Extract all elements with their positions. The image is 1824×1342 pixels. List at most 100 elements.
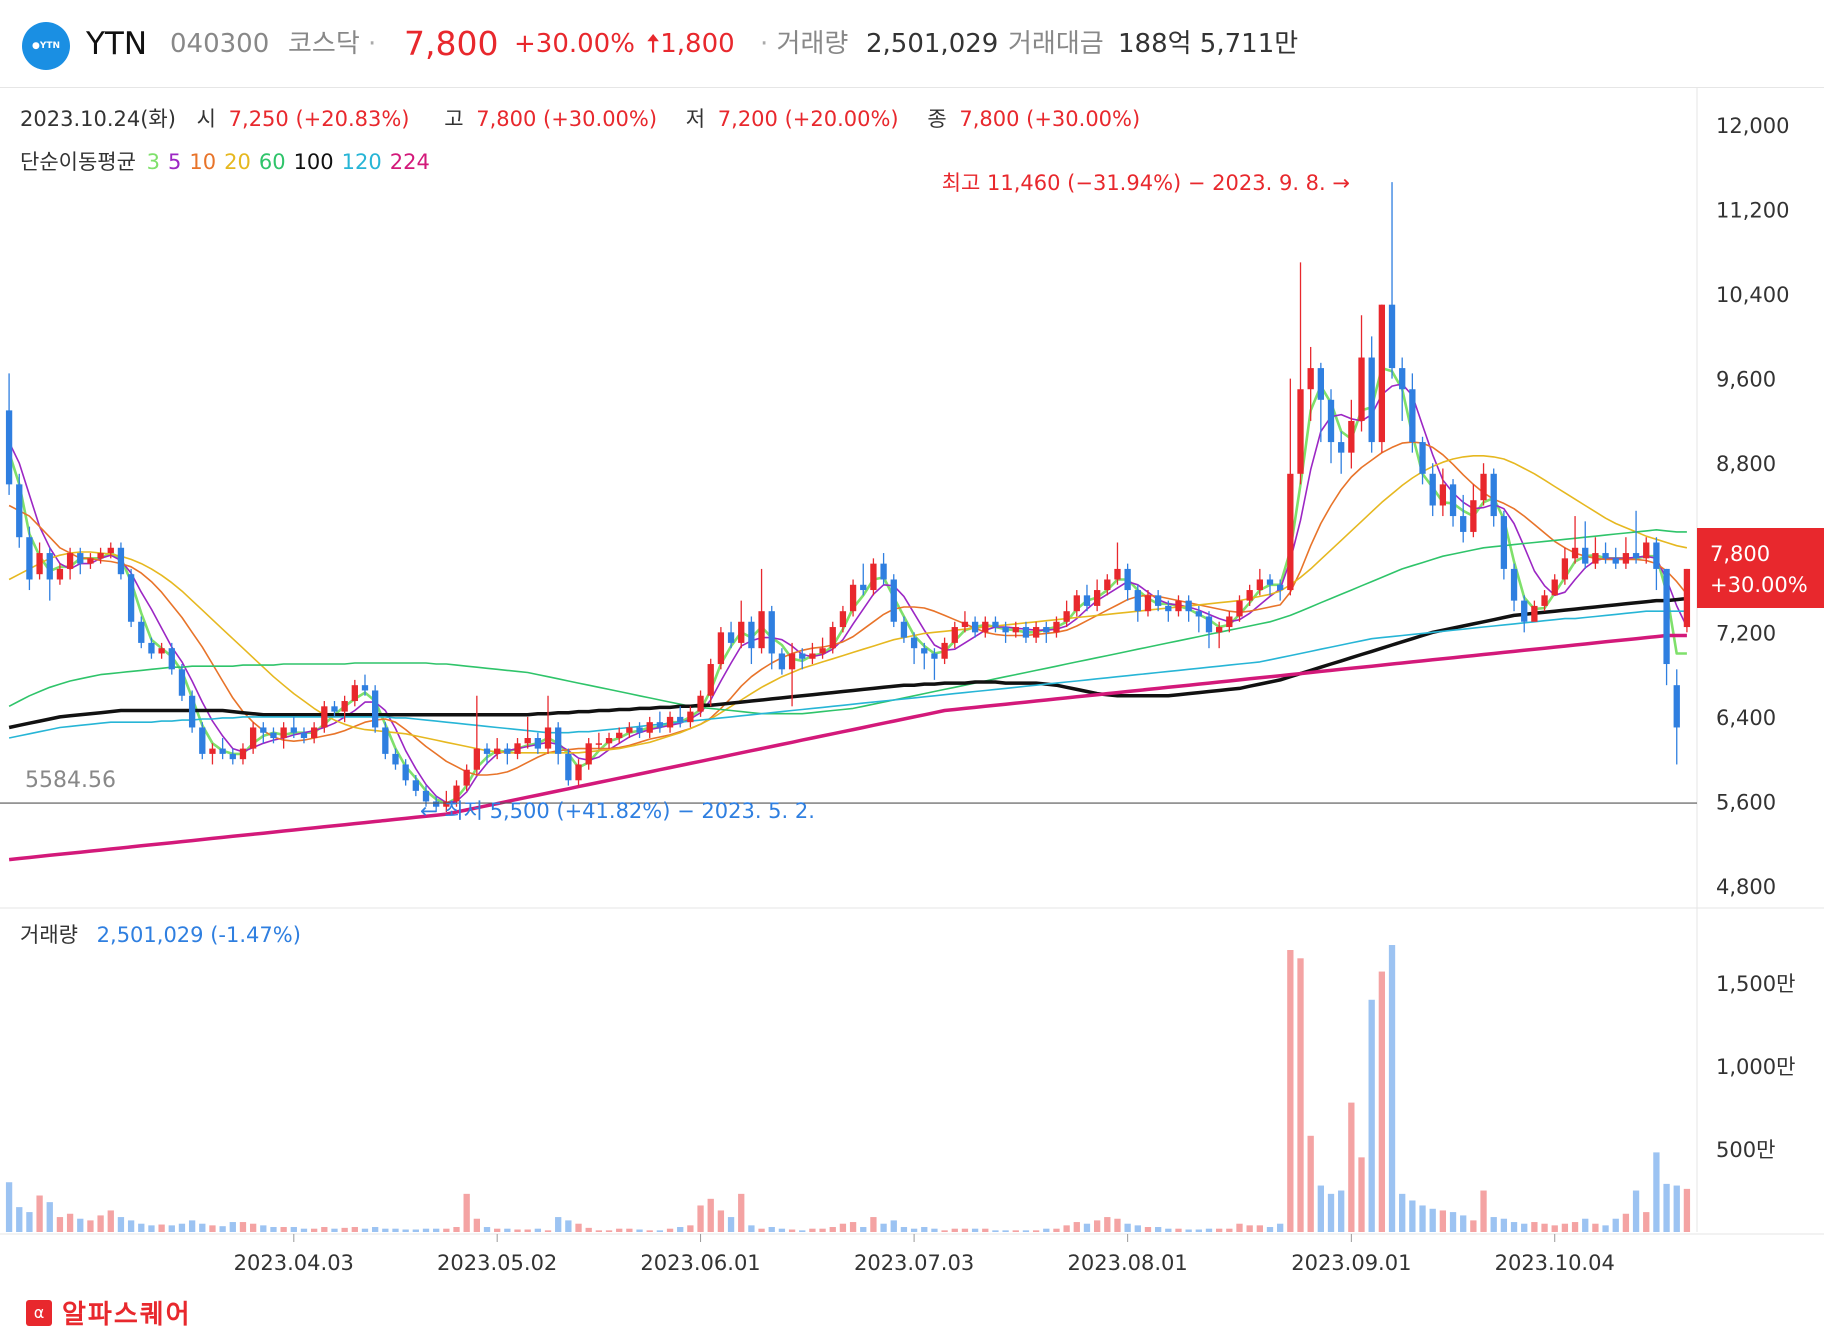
candle-body bbox=[931, 653, 938, 659]
ma-legend-224[interactable]: 224 bbox=[390, 150, 430, 174]
candle bbox=[1073, 590, 1080, 617]
candle-body bbox=[1185, 600, 1192, 612]
volume-bar bbox=[524, 1229, 531, 1232]
volume-bar bbox=[1083, 1223, 1091, 1232]
volume-bar bbox=[1632, 1190, 1640, 1232]
candle-body bbox=[26, 537, 33, 580]
volume-bar bbox=[758, 1228, 765, 1232]
candle-body bbox=[1216, 627, 1223, 633]
candle-body bbox=[453, 785, 460, 802]
candle bbox=[463, 764, 470, 791]
volume-bar bbox=[382, 1228, 389, 1232]
candle bbox=[1205, 611, 1213, 649]
price-chart[interactable]: 2023.10.24(화) 시 7,250 (+20.83%) 고 7,800 … bbox=[0, 0, 1824, 1280]
candle bbox=[1643, 537, 1650, 564]
ma-legend-20[interactable]: 20 bbox=[224, 150, 251, 174]
candle bbox=[1043, 621, 1050, 643]
candle bbox=[717, 627, 725, 670]
change-percent: +30.00% bbox=[514, 29, 635, 59]
candle bbox=[585, 738, 592, 770]
candle-body bbox=[1266, 579, 1274, 585]
candle-body bbox=[626, 727, 633, 733]
candle bbox=[514, 738, 521, 760]
volume-bar bbox=[1592, 1223, 1599, 1232]
candle-body bbox=[483, 748, 491, 754]
candle bbox=[5, 373, 13, 495]
volume-bar bbox=[361, 1228, 369, 1232]
candle-body bbox=[890, 579, 897, 622]
candle-body bbox=[1154, 595, 1162, 606]
ma-legend-100[interactable]: 100 bbox=[294, 150, 334, 174]
candle-body bbox=[555, 727, 562, 754]
candle-body bbox=[321, 706, 328, 728]
volume-bar bbox=[982, 1228, 989, 1232]
ma-legend-5[interactable]: 5 bbox=[168, 150, 181, 174]
candle-body bbox=[809, 653, 816, 659]
candle bbox=[748, 616, 755, 665]
candle-body bbox=[280, 727, 287, 739]
candle bbox=[1144, 590, 1152, 617]
candle-body bbox=[1368, 357, 1375, 443]
candle-body bbox=[1348, 420, 1355, 453]
candle-body bbox=[1256, 579, 1263, 591]
candle-body bbox=[565, 753, 572, 781]
candle-body bbox=[188, 695, 196, 728]
candle bbox=[1002, 621, 1009, 643]
volume-bar bbox=[921, 1227, 928, 1232]
candle bbox=[361, 674, 369, 696]
price-tick-label: 6,400 bbox=[1716, 706, 1776, 730]
volume-bar bbox=[219, 1226, 226, 1232]
candle bbox=[483, 743, 491, 765]
ma-legend-60[interactable]: 60 bbox=[259, 150, 286, 174]
candle bbox=[605, 732, 613, 749]
volume-bar bbox=[148, 1225, 155, 1232]
candle-body bbox=[961, 621, 969, 628]
candle bbox=[239, 743, 247, 765]
candle-body bbox=[941, 642, 948, 659]
candle-body bbox=[260, 727, 267, 733]
candle bbox=[1592, 537, 1599, 569]
candle-body bbox=[1419, 442, 1426, 474]
volume-bar bbox=[443, 1228, 450, 1232]
price-tick-label: 7,200 bbox=[1716, 621, 1776, 645]
volume-bar bbox=[1063, 1225, 1070, 1232]
volume-bar bbox=[504, 1228, 511, 1232]
candle-body bbox=[860, 584, 867, 591]
candle-body bbox=[209, 748, 216, 754]
volume-bar bbox=[1622, 1213, 1630, 1232]
candle bbox=[1307, 346, 1314, 421]
price-tick-label: 11,200 bbox=[1716, 199, 1789, 223]
candle bbox=[331, 701, 338, 717]
candle bbox=[677, 706, 684, 728]
candle bbox=[87, 553, 94, 569]
candle-body bbox=[361, 685, 369, 691]
ma-legend-3[interactable]: 3 bbox=[147, 150, 160, 174]
volume-bar bbox=[239, 1222, 247, 1232]
candle-body bbox=[880, 563, 887, 580]
candle-body bbox=[687, 711, 694, 723]
candle-body bbox=[595, 743, 603, 745]
volume-bar bbox=[321, 1227, 328, 1232]
volume-bar bbox=[1277, 1223, 1284, 1232]
candle-body bbox=[1012, 627, 1019, 633]
volume-bar bbox=[199, 1223, 206, 1232]
volume-bar bbox=[229, 1222, 236, 1232]
volume-bar bbox=[1043, 1228, 1050, 1232]
candle-body bbox=[1500, 516, 1508, 569]
ma-legend-120[interactable]: 120 bbox=[342, 150, 382, 174]
candle-body bbox=[1297, 389, 1304, 474]
candle bbox=[555, 722, 562, 765]
alphasquare-logo-icon: α bbox=[26, 1299, 52, 1326]
candle-body bbox=[300, 732, 308, 739]
candle-body bbox=[819, 648, 826, 654]
candle bbox=[809, 642, 816, 665]
candle bbox=[1551, 574, 1558, 596]
x-tick-label: 2023.10.04 bbox=[1495, 1251, 1615, 1275]
candle bbox=[768, 605, 775, 670]
candle-body bbox=[1236, 600, 1243, 617]
volume-bar bbox=[16, 1207, 23, 1232]
candle bbox=[1277, 579, 1284, 601]
ma-legend-10[interactable]: 10 bbox=[189, 150, 216, 174]
candle bbox=[1236, 595, 1243, 622]
volume-bar bbox=[280, 1227, 287, 1232]
